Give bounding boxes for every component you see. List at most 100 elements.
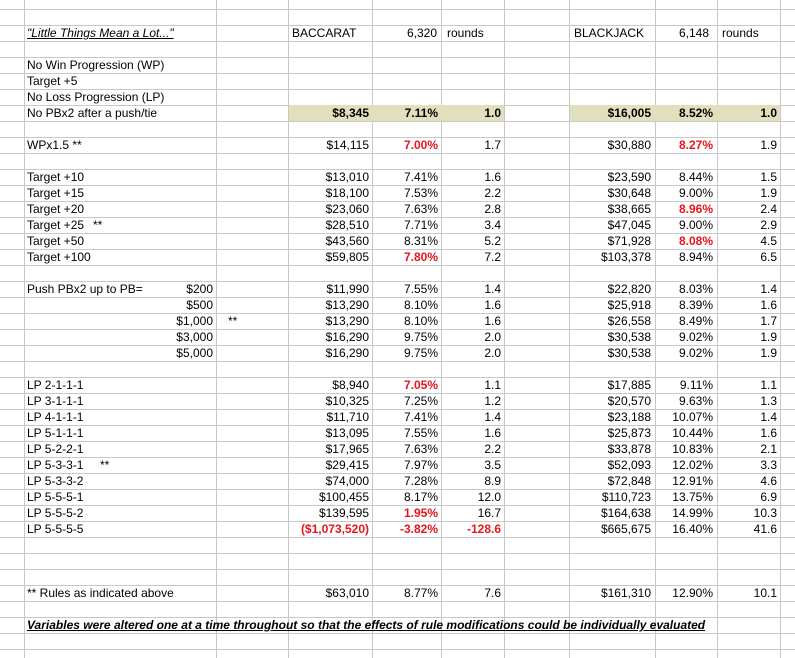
blackjack-pct: 8.94% bbox=[678, 250, 713, 264]
blackjack-pct: 10.07% bbox=[672, 410, 713, 424]
baccarat-amount: $59,805 bbox=[325, 250, 369, 264]
baccarat-pct: 7.71% bbox=[403, 218, 438, 232]
blackjack-amount: $110,723 bbox=[601, 490, 651, 504]
blackjack-pct: 13.75% bbox=[672, 490, 713, 504]
blackjack-pct: 12.91% bbox=[672, 474, 713, 488]
blackjack-ratio: 1.6 bbox=[760, 298, 777, 312]
setting-label: No Win Progression (WP) bbox=[27, 58, 165, 72]
blackjack-pct: 8.39% bbox=[678, 298, 713, 312]
note: ** bbox=[228, 314, 238, 328]
baccarat-amount: $16,290 bbox=[325, 346, 369, 360]
baccarat-ratio: 1.2 bbox=[484, 394, 501, 408]
baccarat-pct: 8.77% bbox=[403, 586, 438, 600]
row-label: Target +100 bbox=[27, 250, 91, 264]
rounds-unit: rounds bbox=[447, 26, 484, 40]
baccarat-ratio: 1.7 bbox=[484, 138, 501, 152]
sub-label: $5,000 bbox=[176, 346, 213, 360]
sub-label: $200 bbox=[186, 282, 213, 296]
blackjack-ratio: 10.3 bbox=[753, 506, 777, 520]
row-label: LP 4-1-1-1 bbox=[27, 410, 84, 424]
sub-label: $3,000 bbox=[176, 330, 213, 344]
baccarat-pct: -3.82% bbox=[399, 522, 438, 536]
blackjack-amount: $30,648 bbox=[607, 186, 651, 200]
baccarat-ratio: 2.2 bbox=[484, 186, 501, 200]
baccarat-pct: 7.63% bbox=[403, 202, 438, 216]
blackjack-amount: $23,188 bbox=[607, 410, 651, 424]
baccarat-amount: ($1,073,520) bbox=[300, 522, 369, 536]
blackjack-amount: $22,820 bbox=[607, 282, 651, 296]
row-label: Target +10 bbox=[27, 170, 85, 184]
blackjack-amount: $30,538 bbox=[607, 330, 651, 344]
row-label: Target +25 bbox=[27, 218, 85, 232]
baccarat-amount: $139,595 bbox=[318, 506, 369, 520]
blackjack-ratio: 3.3 bbox=[760, 458, 777, 472]
blackjack-amount: $47,045 bbox=[607, 218, 651, 232]
blackjack-amount: $665,675 bbox=[600, 522, 651, 536]
blackjack-ratio: 41.6 bbox=[753, 522, 777, 536]
blackjack-ratio: 1.9 bbox=[760, 330, 777, 344]
baccarat-amount: $43,560 bbox=[325, 234, 369, 248]
baccarat-amount: $13,010 bbox=[325, 170, 369, 184]
baccarat-amount: $23,060 bbox=[325, 202, 369, 216]
blackjack-amount: $25,918 bbox=[607, 298, 651, 312]
note: ** bbox=[93, 218, 103, 232]
baccarat-ratio: 2.2 bbox=[484, 442, 501, 456]
blackjack-ratio: 1.6 bbox=[760, 426, 777, 440]
blackjack-ratio: 10.1 bbox=[753, 586, 777, 600]
blackjack-amount: $20,570 bbox=[607, 394, 651, 408]
setting-label: No Loss Progression (LP) bbox=[27, 90, 165, 104]
row-label: LP 5-3-3-2 bbox=[27, 474, 84, 488]
baccarat-pct: 7.41% bbox=[403, 170, 438, 184]
blackjack-ratio: 1.3 bbox=[760, 394, 777, 408]
game-name: BACCARAT bbox=[292, 26, 357, 40]
baccarat-amount: $13,290 bbox=[325, 314, 369, 328]
baccarat-pct: 7.41% bbox=[403, 410, 438, 424]
note: ** bbox=[100, 458, 110, 472]
blackjack-ratio: 2.4 bbox=[760, 202, 777, 216]
baccarat-amount: $74,000 bbox=[325, 474, 369, 488]
blackjack-ratio: 4.5 bbox=[760, 234, 777, 248]
blackjack-ratio: 1.5 bbox=[760, 170, 777, 184]
baccarat-amount: $11,990 bbox=[326, 282, 370, 296]
blackjack-pct: 10.83% bbox=[672, 442, 713, 456]
baccarat-amount: $8,940 bbox=[332, 378, 369, 392]
row-label: WPx1.5 ** bbox=[27, 138, 82, 152]
blackjack-pct: 12.90% bbox=[672, 586, 713, 600]
baccarat-amount: $18,100 bbox=[325, 186, 369, 200]
blackjack-amount: $26,558 bbox=[607, 314, 651, 328]
baccarat-ratio: 5.2 bbox=[484, 234, 501, 248]
baccarat-pct: 7.11% bbox=[404, 106, 438, 120]
baccarat-ratio: 1.4 bbox=[484, 410, 501, 424]
row-label: LP 2-1-1-1 bbox=[27, 378, 84, 392]
row-label: Target +20 bbox=[27, 202, 85, 216]
blackjack-amount: $72,848 bbox=[607, 474, 651, 488]
sheet-title: "Little Things Mean a Lot..." bbox=[27, 26, 174, 40]
baccarat-pct: 7.55% bbox=[403, 426, 438, 440]
baccarat-pct: 7.97% bbox=[403, 458, 438, 472]
blackjack-amount: $30,538 bbox=[607, 346, 651, 360]
baccarat-ratio: 7.2 bbox=[484, 250, 501, 264]
row-label: Target +50 bbox=[27, 234, 85, 248]
blackjack-amount: $52,093 bbox=[607, 458, 651, 472]
baccarat-pct: 7.63% bbox=[403, 442, 438, 456]
game-name: BLACKJACK bbox=[574, 26, 645, 40]
baccarat-ratio: 3.4 bbox=[484, 218, 501, 232]
baccarat-pct: 9.75% bbox=[403, 330, 438, 344]
baccarat-pct: 9.75% bbox=[403, 346, 438, 360]
blackjack-ratio: 6.5 bbox=[760, 250, 777, 264]
blackjack-pct: 8.49% bbox=[678, 314, 713, 328]
footnote: Variables were altered one at a time thr… bbox=[27, 618, 706, 632]
blackjack-pct: 8.52% bbox=[678, 106, 713, 120]
blackjack-pct: 8.08% bbox=[678, 234, 713, 248]
rounds-count: 6,320 bbox=[406, 26, 437, 40]
baccarat-ratio: 2.8 bbox=[484, 202, 501, 216]
baccarat-ratio: 2.0 bbox=[484, 330, 501, 344]
blackjack-amount: $164,638 bbox=[600, 506, 651, 520]
baccarat-ratio: -128.6 bbox=[466, 522, 501, 536]
baccarat-pct: 7.00% bbox=[403, 138, 438, 152]
blackjack-pct: 8.44% bbox=[678, 170, 713, 184]
blackjack-amount: $33,878 bbox=[607, 442, 651, 456]
blackjack-amount: $17,885 bbox=[607, 378, 651, 392]
